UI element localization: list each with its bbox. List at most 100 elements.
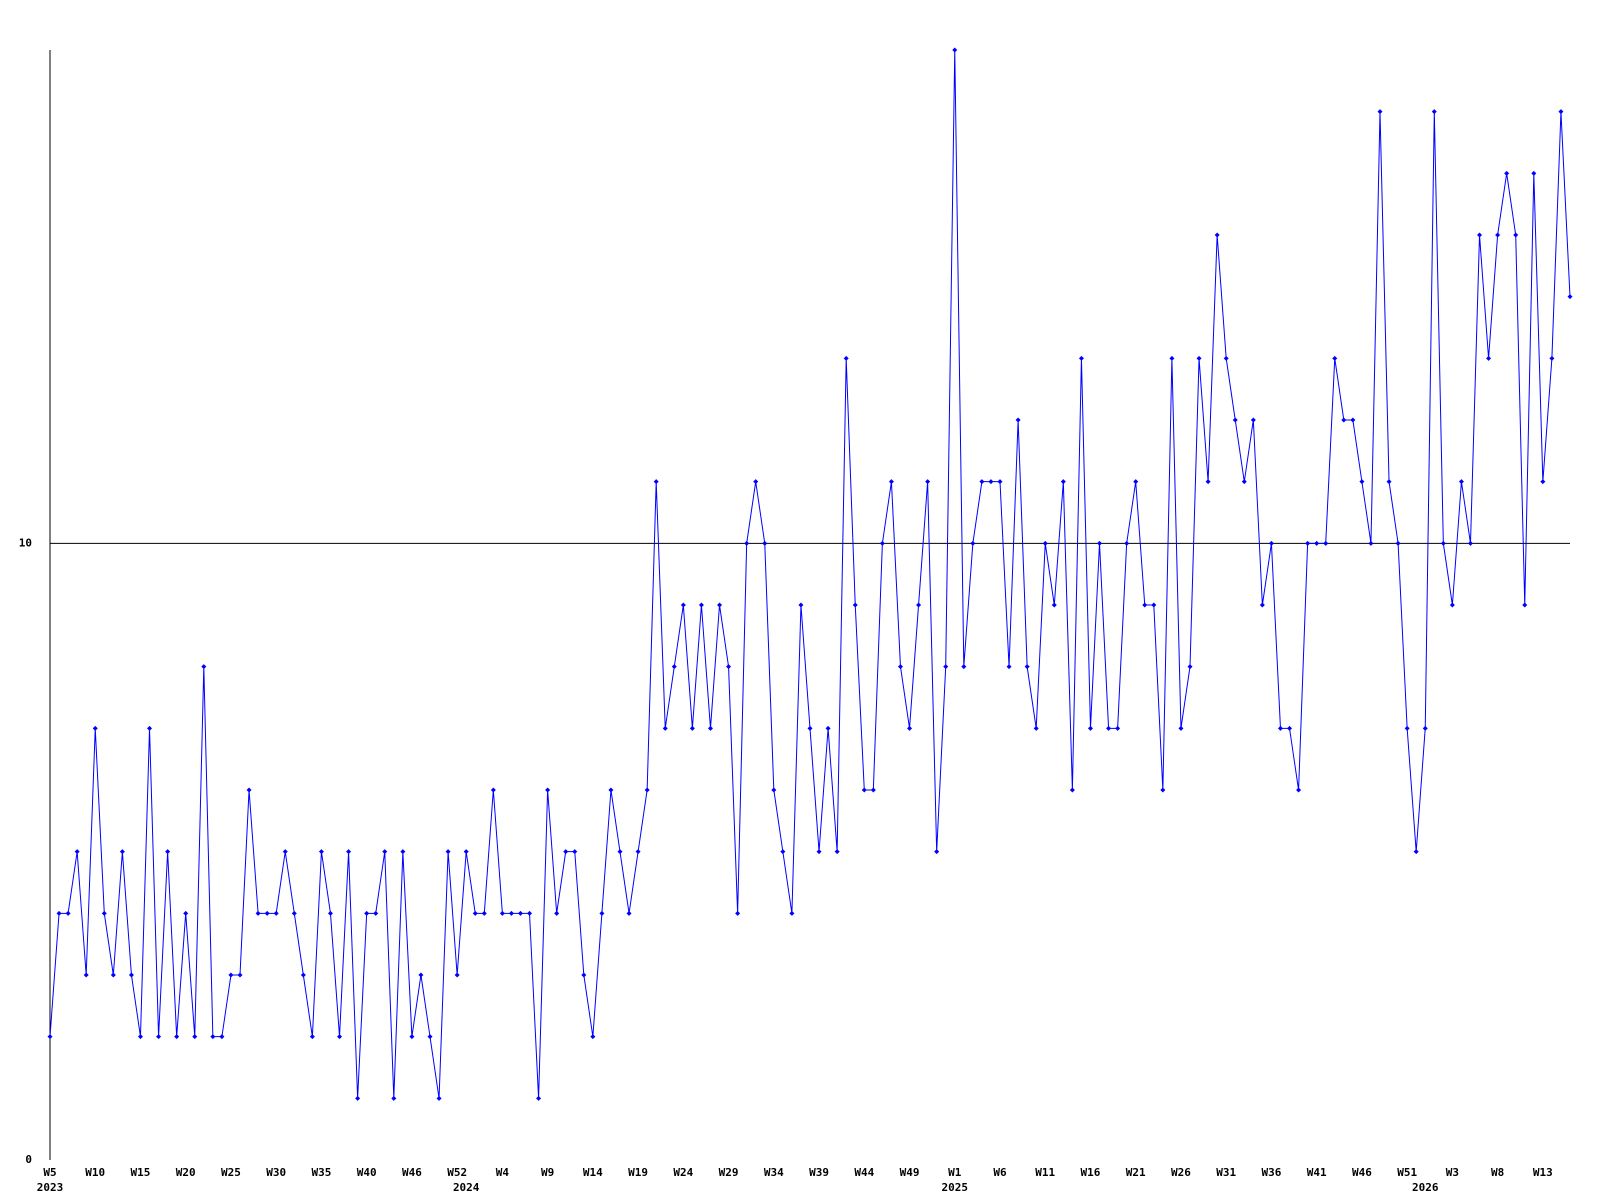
data-point bbox=[581, 972, 587, 978]
x-tick-label: W24 bbox=[673, 1166, 693, 1179]
data-point bbox=[970, 540, 976, 546]
data-point bbox=[1259, 602, 1265, 608]
data-point bbox=[653, 479, 659, 485]
data-point bbox=[1042, 540, 1048, 546]
data-point bbox=[1106, 725, 1112, 731]
x-tick-label: W19 bbox=[628, 1166, 648, 1179]
data-point bbox=[1549, 355, 1555, 361]
data-point bbox=[1467, 540, 1473, 546]
data-point bbox=[762, 540, 768, 546]
x-tick-label: W36 bbox=[1261, 1166, 1281, 1179]
data-point bbox=[65, 910, 71, 916]
data-point bbox=[101, 910, 107, 916]
data-point bbox=[1531, 170, 1537, 176]
data-point bbox=[56, 910, 62, 916]
data-point bbox=[1160, 787, 1166, 793]
data-point bbox=[1205, 479, 1211, 485]
x-tick-label: W51 bbox=[1397, 1166, 1417, 1179]
data-point bbox=[1404, 725, 1410, 731]
data-point bbox=[554, 910, 560, 916]
data-point bbox=[1314, 540, 1320, 546]
data-point bbox=[427, 1034, 433, 1040]
data-point bbox=[472, 910, 478, 916]
x-tick-label: W46 bbox=[1352, 1166, 1372, 1179]
data-point bbox=[852, 602, 858, 608]
x-tick-label: W15 bbox=[131, 1166, 151, 1179]
data-point bbox=[1287, 725, 1293, 731]
data-point bbox=[282, 849, 288, 855]
data-point bbox=[536, 1095, 542, 1101]
x-tick-label: W20 bbox=[176, 1166, 196, 1179]
x-tick-label: W9 bbox=[541, 1166, 554, 1179]
x-tick-label: W29 bbox=[719, 1166, 739, 1179]
data-point bbox=[255, 910, 261, 916]
x-tick-label: W14 bbox=[583, 1166, 603, 1179]
data-point bbox=[689, 725, 695, 731]
data-point bbox=[1214, 232, 1220, 238]
data-point bbox=[816, 849, 822, 855]
data-point bbox=[147, 725, 153, 731]
data-point bbox=[1006, 664, 1012, 670]
data-point bbox=[608, 787, 614, 793]
data-point bbox=[273, 910, 279, 916]
data-point bbox=[798, 602, 804, 608]
data-point bbox=[418, 972, 424, 978]
data-point bbox=[517, 910, 523, 916]
data-point bbox=[1268, 540, 1274, 546]
data-point bbox=[1277, 725, 1283, 731]
data-point bbox=[726, 664, 732, 670]
data-point bbox=[156, 1034, 162, 1040]
data-point bbox=[300, 972, 306, 978]
data-point bbox=[1377, 109, 1383, 115]
data-point bbox=[508, 910, 514, 916]
data-point bbox=[436, 1095, 442, 1101]
data-point bbox=[391, 1095, 397, 1101]
data-point bbox=[1341, 417, 1347, 423]
x-tick-label: W6 bbox=[993, 1166, 1007, 1179]
x-tick-label: W16 bbox=[1081, 1166, 1101, 1179]
x-year-label: 2025 bbox=[942, 1181, 969, 1194]
data-point bbox=[707, 725, 713, 731]
data-point bbox=[527, 910, 533, 916]
data-point bbox=[318, 849, 324, 855]
data-point bbox=[47, 1034, 53, 1040]
data-point bbox=[1540, 479, 1546, 485]
x-tick-label: W8 bbox=[1491, 1166, 1504, 1179]
data-point bbox=[1296, 787, 1302, 793]
x-tick-label: W10 bbox=[85, 1166, 105, 1179]
data-point bbox=[952, 47, 958, 53]
data-point bbox=[201, 664, 207, 670]
x-tick-label: W5 bbox=[43, 1166, 56, 1179]
x-tick-label: W31 bbox=[1216, 1166, 1236, 1179]
data-point bbox=[1196, 355, 1202, 361]
x-tick-label: W30 bbox=[266, 1166, 286, 1179]
data-point bbox=[1440, 540, 1446, 546]
data-point bbox=[680, 602, 686, 608]
data-point bbox=[907, 725, 913, 731]
data-point bbox=[1232, 417, 1238, 423]
data-point bbox=[364, 910, 370, 916]
data-point bbox=[327, 910, 333, 916]
data-point bbox=[1133, 479, 1139, 485]
data-point bbox=[1078, 355, 1084, 361]
data-point bbox=[563, 849, 569, 855]
x-tick-label: W3 bbox=[1446, 1166, 1459, 1179]
data-point bbox=[572, 849, 578, 855]
data-point bbox=[92, 725, 98, 731]
data-point bbox=[174, 1034, 180, 1040]
y-tick-label: 10 bbox=[19, 536, 32, 549]
data-point bbox=[644, 787, 650, 793]
x-tick-label: W1 bbox=[948, 1166, 962, 1179]
data-point bbox=[545, 787, 551, 793]
data-point bbox=[445, 849, 451, 855]
data-point bbox=[1178, 725, 1184, 731]
data-point bbox=[934, 849, 940, 855]
x-tick-label: W34 bbox=[764, 1166, 784, 1179]
data-point bbox=[789, 910, 795, 916]
data-point bbox=[671, 664, 677, 670]
data-point bbox=[409, 1034, 415, 1040]
x-year-label: 2026 bbox=[1412, 1181, 1439, 1194]
data-point bbox=[780, 849, 786, 855]
data-point bbox=[988, 479, 994, 485]
